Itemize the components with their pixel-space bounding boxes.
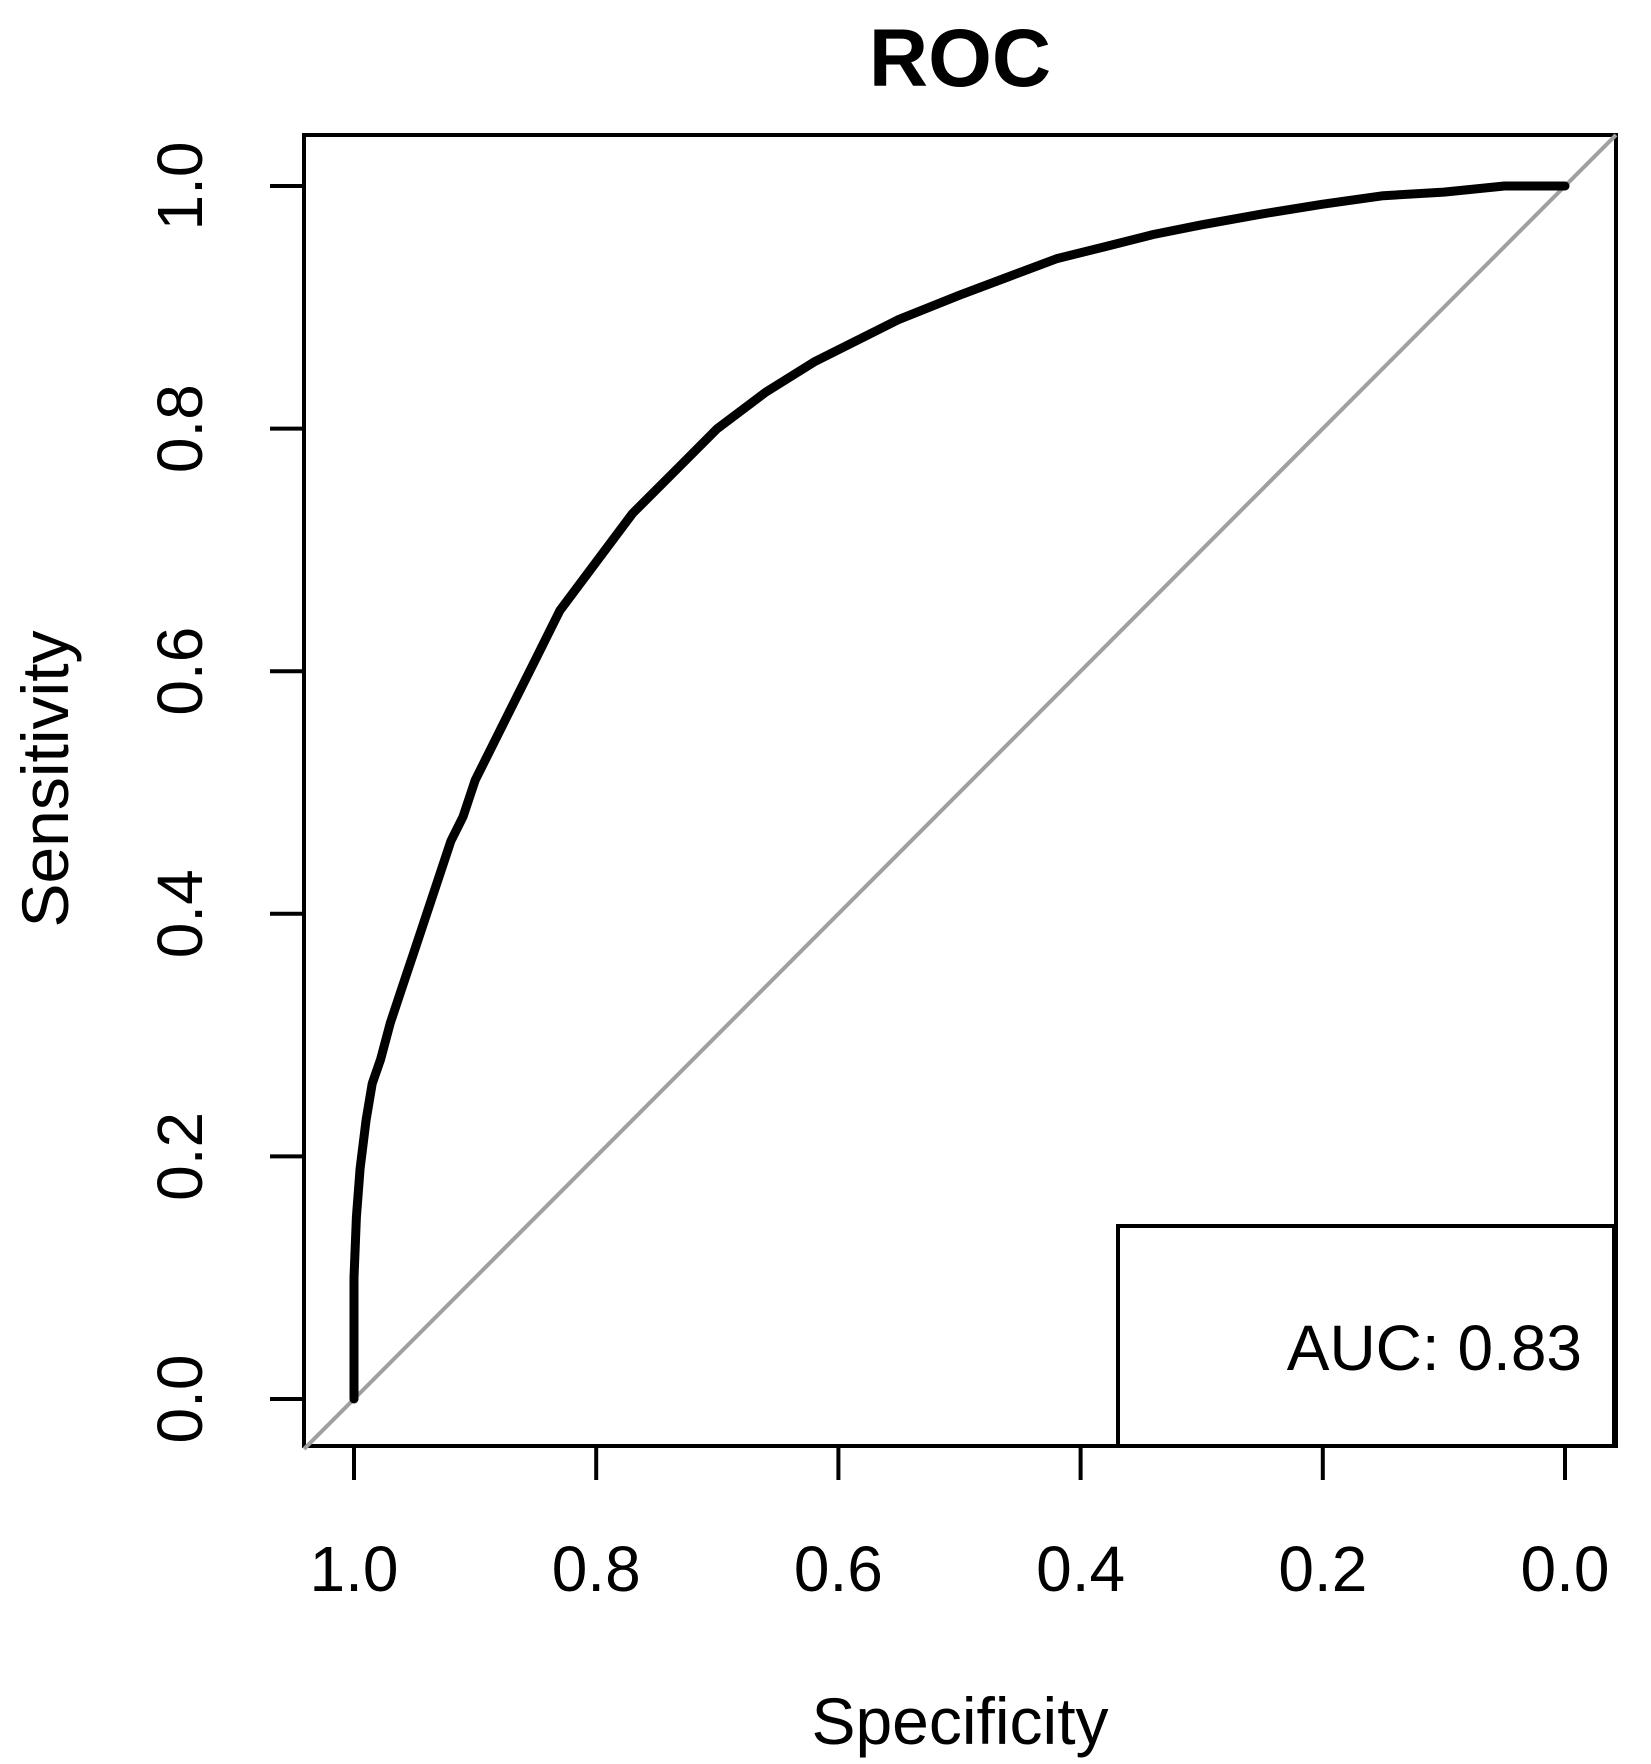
y-tick-label: 0.4 [144,869,216,958]
roc-curve-line [349,181,1570,1404]
x-tick-label: 1.0 [310,1533,399,1605]
y-tick-label: 1.0 [144,142,216,231]
plot-frame [302,133,1618,1448]
auc-legend-box [1116,1224,1616,1448]
y-tick-label: 0.2 [144,1112,216,1201]
x-tick-label: 0.4 [1036,1533,1125,1605]
x-tick-label: 0.0 [1521,1533,1610,1605]
plot-area: 1.0 0.8 0.6 0.4 0.2 0.0 0.0 0.2 0.4 0.6 0.8 1.0 AUC:… [144,133,1618,1605]
x-axis-label: Specificity [811,1684,1108,1758]
y-tick-label: 0.6 [144,627,216,716]
y-tick-label: 0.8 [144,384,216,473]
x-tick-label: 0.2 [1278,1533,1367,1605]
reference-diagonal-line [302,133,1618,1451]
x-tick-label: 0.8 [552,1533,641,1605]
auc-label: AUC: 0.83 [1287,1312,1582,1384]
x-tick-label: 0.6 [794,1533,883,1605]
y-tick-label: 0.0 [144,1355,216,1444]
y-axis-label: Sensitivity [8,630,82,927]
chart-title: ROC [869,13,1051,104]
